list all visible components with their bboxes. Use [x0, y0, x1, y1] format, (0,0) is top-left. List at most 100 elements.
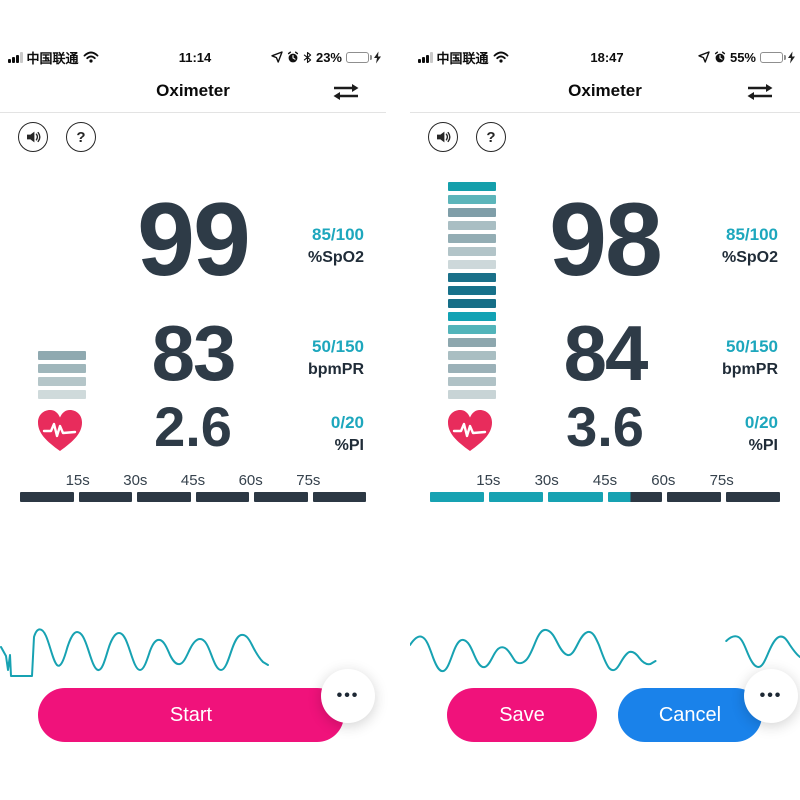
timeline-label: 30s	[534, 472, 559, 489]
carrier-label: 中国联通	[436, 50, 489, 66]
status-left-cluster: 中国联通	[418, 48, 509, 67]
timeline-labels: 15s 30s 45s 60s 75s	[20, 472, 366, 490]
location-arrow-icon	[698, 51, 710, 63]
pulse-strength-bar	[448, 260, 496, 269]
timeline-segment	[666, 492, 721, 502]
heart-rate-icon	[448, 410, 492, 451]
alarm-clock-icon	[714, 51, 726, 63]
spo2-value: 98	[549, 182, 663, 298]
charging-bolt-icon	[374, 51, 381, 63]
battery-icon	[346, 51, 372, 63]
swap-arrows-icon[interactable]	[330, 83, 362, 101]
speaker-icon	[436, 131, 450, 143]
pulse-strength-bar	[448, 221, 496, 230]
help-button[interactable]: ?	[66, 122, 96, 152]
spo2-unit: %SpO2	[721, 249, 778, 266]
pulse-rate-value: 83	[151, 309, 237, 397]
pulse-strength-bar	[448, 286, 496, 295]
timeline-label: 75s	[296, 472, 321, 489]
wifi-icon	[493, 51, 508, 63]
timeline-label: 15s	[65, 472, 90, 489]
start-button[interactable]: Start	[38, 688, 344, 742]
timeline-segment	[607, 492, 662, 502]
timeline-label: 15s	[476, 472, 501, 489]
pulse-rate-unit: bpmPR	[308, 361, 364, 378]
bluetooth-icon	[303, 51, 312, 63]
timeline-label: 75s	[709, 472, 734, 489]
status-time: 18:47	[590, 49, 624, 65]
pulse-strength-bar	[448, 377, 496, 386]
status-right-cluster: 55%	[698, 50, 796, 65]
pulse-strength-bar	[448, 247, 496, 256]
perfusion-index-label: 0/20 %PI	[331, 414, 364, 454]
perfusion-index-value: 2.6	[154, 395, 232, 458]
pulse-strength-bars	[448, 182, 496, 399]
charging-bolt-icon	[788, 51, 795, 63]
perfusion-index-range: 0/20	[744, 413, 778, 432]
volume-button[interactable]	[428, 122, 458, 152]
pulse-strength-bar	[448, 234, 496, 243]
timeline-segment	[548, 492, 603, 502]
status-time: 11:14	[178, 49, 212, 65]
spo2-range: 85/100	[726, 225, 778, 244]
pulse-strength-bar	[448, 325, 496, 334]
timeline-label: 60s	[238, 472, 263, 489]
timeline-label: 45s	[180, 472, 206, 489]
page-title: Oximeter	[568, 81, 642, 100]
more-options-button[interactable]: •••	[321, 669, 375, 723]
carrier-label: 中国联通	[26, 50, 79, 66]
pulse-strength-bar	[38, 390, 86, 399]
status-left-cluster: 中国联通	[8, 48, 99, 67]
timeline-labels: 15s 30s 45s 60s 75s	[430, 472, 780, 490]
pulse-rate-unit: bpmPR	[722, 361, 778, 378]
pulse-strength-bar	[448, 208, 496, 217]
alarm-clock-icon	[287, 51, 299, 63]
swap-arrows-icon[interactable]	[744, 83, 776, 101]
timeline-segment	[137, 492, 191, 502]
pulse-rate-range: 50/150	[312, 337, 364, 356]
nav-bar: Oximeter	[410, 72, 800, 113]
status-bar: 中国联通 18:47 55%	[418, 46, 796, 68]
timeline-segment	[725, 492, 781, 502]
timeline-segment	[312, 492, 366, 502]
pulse-strength-bar	[38, 351, 86, 360]
perfusion-index-range: 0/20	[330, 413, 364, 432]
timeline-segment	[78, 492, 132, 502]
volume-button[interactable]	[18, 122, 48, 152]
timeline-label: 45s	[592, 472, 618, 489]
timeline-segment	[20, 492, 74, 502]
battery-icon	[760, 51, 786, 63]
pulse-strength-bar	[448, 364, 496, 373]
status-bar: 中国联通 11:14 2	[8, 46, 382, 68]
cellular-signal-icon	[8, 51, 23, 63]
more-options-button[interactable]: •••	[744, 669, 798, 723]
pulse-strength-bar	[448, 195, 496, 204]
oximeter-screen-left: 中国联通 11:14 2	[0, 0, 386, 800]
question-mark-icon: ?	[486, 128, 496, 146]
pulse-strength-bar	[448, 390, 496, 399]
perfusion-index-value: 3.6	[566, 395, 644, 458]
spo2-unit: %SpO2	[307, 249, 364, 266]
timeline-segment	[489, 492, 544, 502]
spo2-label: 85/100 %SpO2	[308, 226, 364, 266]
pulse-strength-bar	[448, 299, 496, 308]
timeline-label: 60s	[651, 472, 676, 489]
timeline-label: 30s	[123, 472, 148, 489]
oximeter-screen-right: 中国联通 18:47 55%	[410, 0, 800, 800]
perfusion-index-label: 0/20 %PI	[745, 414, 778, 454]
pulse-waveform	[0, 628, 269, 677]
save-button[interactable]: Save	[447, 688, 597, 742]
pulse-rate-range: 50/150	[726, 337, 778, 356]
perfusion-index-unit: %PI	[334, 437, 364, 454]
pulse-strength-bar	[448, 338, 496, 347]
nav-bar: Oximeter	[0, 72, 386, 113]
timeline-segment	[254, 492, 308, 502]
battery-percent-label: 55%	[729, 49, 756, 65]
help-button[interactable]: ?	[476, 122, 506, 152]
heart-rate-icon	[38, 410, 82, 451]
pulse-strength-bar	[38, 377, 86, 386]
ellipsis-icon: •••	[336, 687, 360, 704]
wifi-icon	[83, 51, 98, 63]
cancel-button[interactable]: Cancel	[618, 688, 762, 742]
